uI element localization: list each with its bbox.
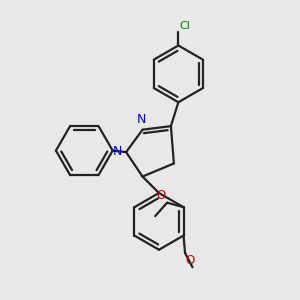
Text: N: N <box>136 113 146 126</box>
Text: N: N <box>113 145 122 158</box>
Text: Cl: Cl <box>179 21 190 31</box>
Text: O: O <box>157 189 166 202</box>
Text: O: O <box>186 254 195 267</box>
